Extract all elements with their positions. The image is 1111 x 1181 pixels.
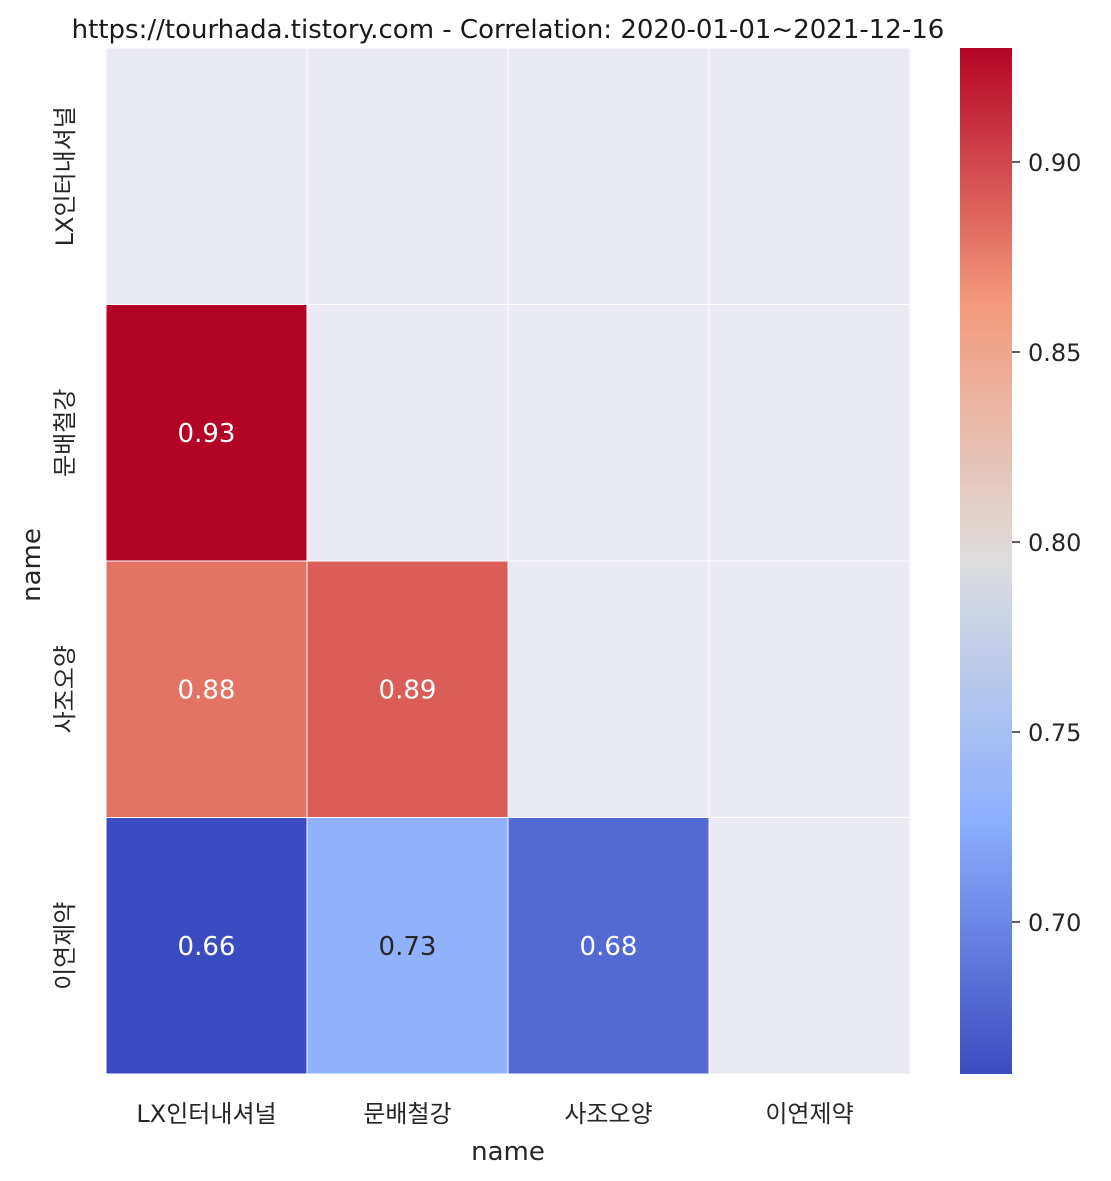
x-tick-label: 사조오양	[564, 1100, 652, 1128]
masked-cell	[106, 48, 307, 305]
cell-value-label: 0.89	[379, 675, 437, 705]
y-axis-label: name	[17, 528, 47, 602]
heatmap-cells	[105, 47, 911, 1075]
cell-value-label: 0.88	[178, 675, 236, 705]
y-tick-label: 사조오양	[51, 645, 79, 733]
x-axis-ticks: LX인터내셔널 문배철강 사조오양 이연제약	[136, 1100, 853, 1128]
cell-value-label: 0.93	[178, 419, 236, 449]
heatmap-cell	[106, 817, 307, 1074]
heatmap-cell	[106, 304, 307, 561]
colorbar-tick-label: 0.90	[1028, 149, 1081, 177]
colorbar-tick-label: 0.75	[1028, 719, 1081, 747]
masked-cell	[307, 304, 508, 561]
heatmap-cell-labels: 0.93 0.88 0.89 0.66 0.73 0.68	[178, 419, 638, 962]
masked-cell	[709, 561, 910, 818]
masked-cell	[508, 48, 709, 305]
x-tick-label: 이연제약	[765, 1100, 853, 1128]
cell-value-label: 0.68	[580, 932, 638, 962]
colorbar-tick-label: 0.70	[1028, 909, 1081, 937]
masked-cell	[709, 48, 910, 305]
heatmap-cell	[307, 561, 508, 818]
colorbar	[960, 48, 1012, 1074]
x-tick-label: 문배철강	[363, 1100, 451, 1128]
y-tick-label: LX인터내셔널	[51, 106, 79, 246]
heatmap-cell	[508, 817, 709, 1074]
x-tick-label: LX인터내셔널	[136, 1100, 276, 1128]
heatmap-cell	[307, 817, 508, 1074]
masked-cell	[508, 304, 709, 561]
cell-value-label: 0.66	[178, 932, 236, 962]
y-tick-label: 이연제약	[51, 902, 79, 990]
masked-cell	[508, 561, 709, 818]
masked-cell	[709, 304, 910, 561]
chart-title: https://tourhada.tistory.com - Correlati…	[72, 15, 945, 45]
y-tick-label: 문배철강	[51, 389, 79, 477]
masked-cell	[307, 48, 508, 305]
colorbar-ticks: 0.70 0.75 0.80 0.85 0.90	[1012, 149, 1081, 937]
colorbar-tick-label: 0.80	[1028, 529, 1081, 557]
x-axis-label: name	[471, 1137, 545, 1167]
masked-cell	[709, 817, 910, 1074]
heatmap-cell	[106, 561, 307, 818]
cell-value-label: 0.73	[379, 932, 437, 962]
colorbar-tick-label: 0.85	[1028, 339, 1081, 367]
